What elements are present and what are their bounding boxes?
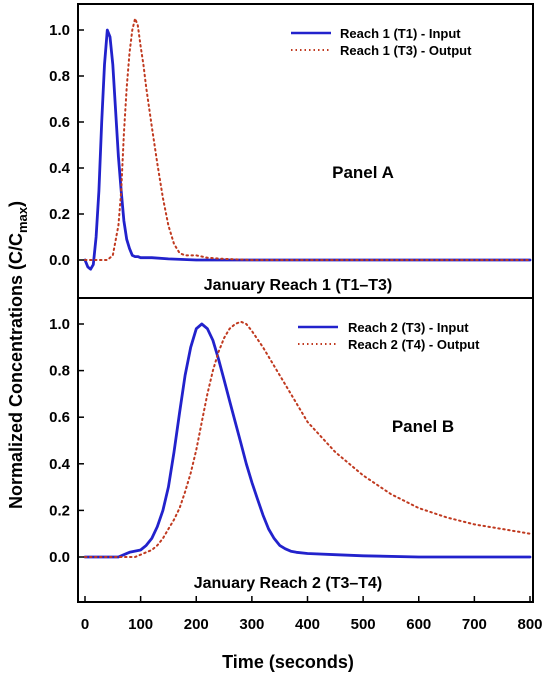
panel-b-legend-label-output: Reach 2 (T4) - Output (348, 337, 480, 352)
panel-b-y-tick-label: 1.0 (49, 316, 70, 333)
panel-a-caption: January Reach 1 (T1–T3) (204, 277, 393, 294)
panel-b-y-tick-label: 0.0 (49, 549, 70, 566)
panel-a-legend: Reach 1 (T1) - Input Reach 1 (T3) - Outp… (291, 26, 472, 58)
panel-a-y-tick-label: 0.4 (49, 160, 71, 177)
x-ticks: 0 100 200 300 400 500 600 700 800 (81, 596, 543, 633)
y-axis-title: Normalized Concentrations (C/Cmax) (6, 201, 30, 509)
x-tick-label: 200 (184, 616, 209, 633)
panel-a-y-tick-label: 0.8 (49, 68, 70, 85)
panel-b-series (83, 320, 532, 559)
x-tick-label: 600 (406, 616, 431, 633)
y-axis-title-main: Normalized Concentrations (C/C (6, 233, 26, 509)
x-tick-label: 700 (462, 616, 487, 633)
y-axis-title-close: ) (6, 201, 26, 207)
x-tick-label: 500 (351, 616, 376, 633)
panel-a-y-tick-label: 0.0 (49, 252, 70, 269)
panel-b-y-tick-label: 0.6 (49, 409, 70, 426)
panel-b-y-ticks: 0.0 0.2 0.4 0.6 0.8 1.0 (49, 316, 84, 566)
panel-a-series-line-output (84, 17, 531, 261)
x-tick-label: 0 (81, 616, 89, 633)
panel-b-legend: Reach 2 (T3) - Input Reach 2 (T4) - Outp… (298, 320, 480, 352)
panel-b-frame (77, 297, 534, 603)
panel-b-y-tick-label: 0.4 (49, 456, 71, 473)
panel-a-y-tick-label: 0.6 (49, 114, 70, 131)
panel-b-series-line-output (84, 320, 531, 558)
panel-a-y-ticks: 0.0 0.2 0.4 0.6 0.8 1.0 (49, 22, 84, 269)
x-tick-label: 800 (517, 616, 542, 633)
panel-b-series-line-input (83, 322, 532, 559)
panel-a-series (83, 17, 532, 271)
x-tick-label: 400 (295, 616, 320, 633)
panel-b-y-tick-label: 0.8 (49, 363, 70, 380)
panel-b-label: Panel B (392, 417, 454, 436)
panel-a-legend-label-output: Reach 1 (T3) - Output (340, 43, 472, 58)
x-axis-title: Time (seconds) (222, 652, 354, 672)
y-axis-title-subscript: max (15, 206, 30, 233)
x-tick-label: 300 (239, 616, 264, 633)
x-tick-label: 100 (128, 616, 153, 633)
panel-a-label: Panel A (332, 163, 394, 182)
panel-b-legend-label-input: Reach 2 (T3) - Input (348, 320, 469, 335)
panel-a-y-tick-label: 1.0 (49, 22, 70, 39)
panel-a-y-tick-label: 0.2 (49, 206, 70, 223)
panel-b-y-tick-label: 0.2 (49, 502, 70, 519)
panel-b-caption: January Reach 2 (T3–T4) (194, 575, 383, 592)
panel-a-series-line-input (83, 28, 532, 271)
panel-a-legend-label-input: Reach 1 (T1) - Input (340, 26, 461, 41)
